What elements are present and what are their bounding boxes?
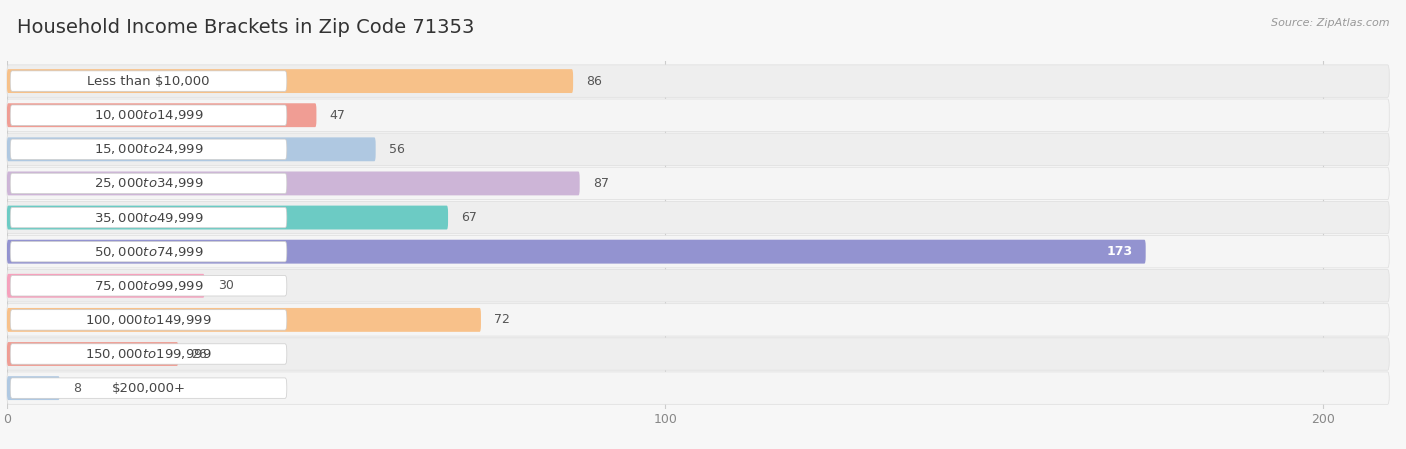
FancyBboxPatch shape [7, 69, 574, 93]
FancyBboxPatch shape [7, 172, 579, 195]
Text: $15,000 to $24,999: $15,000 to $24,999 [94, 142, 204, 156]
Text: $35,000 to $49,999: $35,000 to $49,999 [94, 211, 204, 224]
FancyBboxPatch shape [7, 201, 1389, 234]
Text: Source: ZipAtlas.com: Source: ZipAtlas.com [1271, 18, 1389, 28]
FancyBboxPatch shape [10, 173, 287, 194]
FancyBboxPatch shape [7, 269, 1389, 302]
FancyBboxPatch shape [7, 65, 1389, 97]
Text: 47: 47 [329, 109, 346, 122]
FancyBboxPatch shape [10, 105, 287, 125]
Text: 67: 67 [461, 211, 477, 224]
FancyBboxPatch shape [7, 133, 1389, 166]
FancyBboxPatch shape [7, 338, 1389, 370]
FancyBboxPatch shape [7, 99, 1389, 132]
Text: Less than $10,000: Less than $10,000 [87, 75, 209, 88]
FancyBboxPatch shape [7, 240, 1146, 264]
FancyBboxPatch shape [7, 167, 1389, 200]
FancyBboxPatch shape [7, 206, 449, 229]
Text: 86: 86 [586, 75, 602, 88]
Text: $200,000+: $200,000+ [111, 382, 186, 395]
Text: 87: 87 [593, 177, 609, 190]
FancyBboxPatch shape [7, 137, 375, 161]
FancyBboxPatch shape [7, 342, 179, 366]
FancyBboxPatch shape [10, 378, 287, 398]
Text: 8: 8 [73, 382, 80, 395]
FancyBboxPatch shape [7, 376, 59, 400]
FancyBboxPatch shape [7, 304, 1389, 336]
Text: 30: 30 [218, 279, 233, 292]
Text: $75,000 to $99,999: $75,000 to $99,999 [94, 279, 204, 293]
Text: 56: 56 [388, 143, 405, 156]
Text: 173: 173 [1107, 245, 1132, 258]
FancyBboxPatch shape [7, 274, 204, 298]
Text: Household Income Brackets in Zip Code 71353: Household Income Brackets in Zip Code 71… [17, 18, 474, 37]
FancyBboxPatch shape [7, 308, 481, 332]
FancyBboxPatch shape [7, 372, 1389, 405]
FancyBboxPatch shape [10, 276, 287, 296]
FancyBboxPatch shape [10, 71, 287, 91]
Text: 26: 26 [191, 348, 207, 361]
Text: $100,000 to $149,999: $100,000 to $149,999 [86, 313, 212, 327]
Text: $25,000 to $34,999: $25,000 to $34,999 [94, 176, 204, 190]
Text: $150,000 to $199,999: $150,000 to $199,999 [86, 347, 212, 361]
FancyBboxPatch shape [10, 344, 287, 364]
Text: $50,000 to $74,999: $50,000 to $74,999 [94, 245, 204, 259]
Text: 72: 72 [494, 313, 510, 326]
FancyBboxPatch shape [10, 139, 287, 159]
FancyBboxPatch shape [10, 310, 287, 330]
FancyBboxPatch shape [7, 103, 316, 127]
Text: $10,000 to $14,999: $10,000 to $14,999 [94, 108, 204, 122]
FancyBboxPatch shape [7, 235, 1389, 268]
FancyBboxPatch shape [10, 242, 287, 262]
FancyBboxPatch shape [10, 207, 287, 228]
